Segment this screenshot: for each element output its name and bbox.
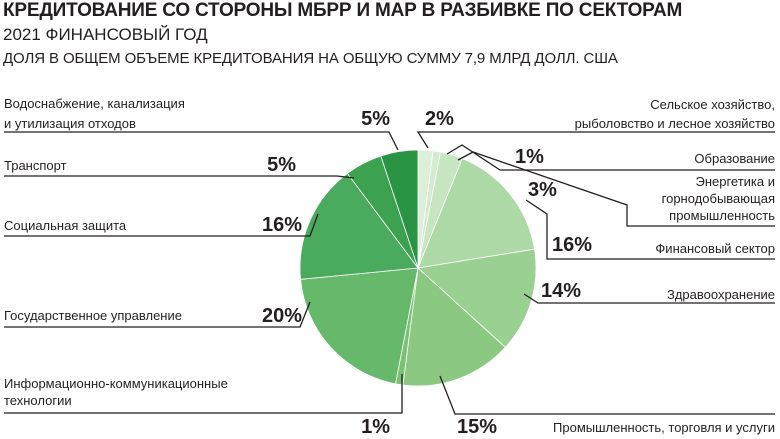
pie-slice xyxy=(380,149,419,269)
category-label: горнодобывающая xyxy=(662,191,775,206)
chart-title: КРЕДИТОВАНИЕ СО СТОРОНЫ МБРР И МАР В РАЗ… xyxy=(3,0,683,21)
leader-line xyxy=(4,213,319,237)
leader-line xyxy=(4,131,399,151)
category-label: и утилизация отходов xyxy=(4,116,136,131)
data-label: 5% xyxy=(267,154,296,176)
category-label: Промышленность, торговля и услуги xyxy=(553,420,775,435)
category-label: технологии xyxy=(4,393,72,408)
data-label: 16% xyxy=(262,214,302,236)
leader-line xyxy=(4,175,355,179)
leader-lines xyxy=(4,131,775,415)
chart-description: ДОЛЯ В ОБЩЕМ ОБЪЕМЕ КРЕДИТОВАНИЯ НА ОБЩУ… xyxy=(3,50,618,67)
data-label: 15% xyxy=(457,416,497,438)
leader-line xyxy=(446,144,775,171)
pie-slices xyxy=(299,149,537,387)
leader-line xyxy=(439,375,775,415)
pie-slice xyxy=(300,267,419,385)
category-label: Транспорт xyxy=(4,158,67,173)
leader-line xyxy=(457,151,775,227)
data-label: 5% xyxy=(361,108,390,130)
slice-labels: 2% Сельское хозяйство, рыболовство и лесно… xyxy=(4,96,775,438)
data-label: 1% xyxy=(515,146,544,168)
leader-line xyxy=(4,374,403,414)
category-label: Сельское хозяйство, xyxy=(650,97,775,112)
data-label: 1% xyxy=(361,416,390,438)
category-label: Водоснабжение, канализация xyxy=(4,96,185,111)
data-label: 3% xyxy=(528,179,557,201)
category-label: Государственное управление xyxy=(4,308,182,323)
pie-slice xyxy=(417,248,537,348)
category-label: промышленность xyxy=(669,208,775,223)
leader-line xyxy=(523,293,775,304)
data-label: 16% xyxy=(552,234,592,256)
pie-slice xyxy=(299,172,419,280)
category-label: Энергетика и xyxy=(695,174,775,189)
data-label: 20% xyxy=(262,305,302,327)
chart-subtitle: 2021 ФИНАНСОВЫЙ ГОД xyxy=(3,25,208,44)
category-label: рыболовство и лесное хозяйство xyxy=(575,116,775,131)
data-label: 2% xyxy=(425,108,454,130)
pie-slice xyxy=(402,267,506,387)
leader-line xyxy=(416,131,775,149)
leader-line xyxy=(525,199,775,260)
data-label: 14% xyxy=(541,280,581,302)
leader-line xyxy=(4,301,311,328)
category-label: Образование xyxy=(694,151,775,166)
category-label: Социальная защита xyxy=(4,218,127,233)
pie-slice xyxy=(417,158,535,269)
category-label: Финансовый сектор xyxy=(655,241,775,256)
category-label: Информационно-коммуникационные xyxy=(4,376,228,391)
category-label: Здравоохранение xyxy=(667,287,775,302)
